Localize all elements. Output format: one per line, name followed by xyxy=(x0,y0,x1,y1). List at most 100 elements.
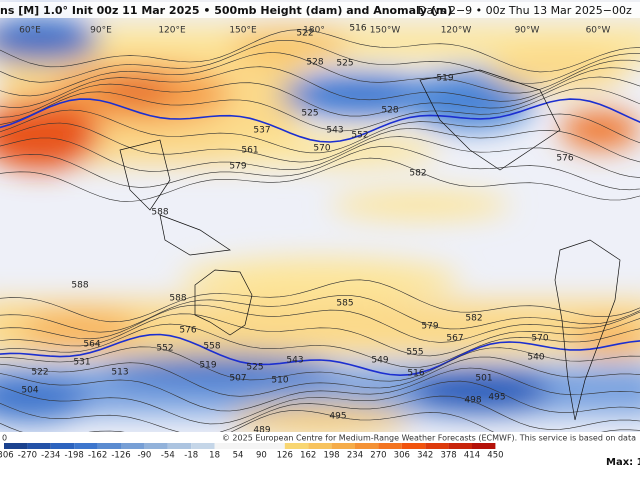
longitude-label: 120°W xyxy=(441,26,472,36)
colorbar-cell xyxy=(261,443,285,449)
max-label: Max: 1 xyxy=(606,457,640,468)
contour-label: 516 xyxy=(349,24,366,34)
colorbar-tick-label: -54 xyxy=(161,451,175,461)
contour-line xyxy=(0,295,640,333)
contour-labels: 522 516 528 525 519 528 525 543 552 537 561 570 579 5… xyxy=(21,24,573,436)
contour-label: 567 xyxy=(446,334,463,344)
contour-label: 528 xyxy=(306,58,323,68)
contour-line xyxy=(0,40,640,84)
contour-line xyxy=(0,323,640,368)
colorbar: -306 -270 -234 -198 -162 -126 -90 -54 -18 18 54 90 1… xyxy=(0,443,504,461)
contour-label: 519 xyxy=(199,361,216,371)
colorbar-tick-label: 306 xyxy=(394,451,410,461)
contour-label: 576 xyxy=(179,326,196,336)
contour-label: 489 xyxy=(253,426,270,436)
contour-line xyxy=(0,66,640,108)
colorbar-cell xyxy=(401,443,426,449)
contour-label: 516 xyxy=(407,369,424,379)
longitude-label: 150°E xyxy=(229,26,257,36)
colorbar-tick-label: -162 xyxy=(88,451,107,461)
contour-line xyxy=(0,346,640,382)
contour-label: 561 xyxy=(241,146,258,156)
copyright: © 2025 European Centre for Medium-Range … xyxy=(222,434,636,443)
contour-label: 543 xyxy=(326,126,343,136)
contour-label: 519 xyxy=(436,74,453,84)
colorbar-cell xyxy=(378,443,402,449)
contour-label: 543 xyxy=(286,356,303,366)
contour-line xyxy=(0,136,640,178)
colorbar-cell xyxy=(4,443,28,449)
contour-label: 588 xyxy=(169,294,186,304)
highlight-contour xyxy=(0,333,640,377)
colorbar-cell xyxy=(97,443,121,449)
colorbar-cell xyxy=(74,443,98,449)
contour-label: 570 xyxy=(531,334,548,344)
coastlines xyxy=(119,69,621,421)
contour-label: 552 xyxy=(351,131,368,141)
contour-line xyxy=(0,157,640,202)
longitude-labels: 60°E 90°E 120°E 150°E 180° 150°W 120°W 90°W 60°W xyxy=(19,26,610,36)
colorbar-tick-label: 18 xyxy=(209,451,220,461)
contour-line xyxy=(0,356,640,397)
contour-label: 570 xyxy=(313,144,330,154)
contour-line xyxy=(0,395,640,432)
colorbar-cell xyxy=(238,443,262,449)
contour-label: 540 xyxy=(527,353,544,363)
contour-line xyxy=(0,146,640,191)
contour-label: 552 xyxy=(156,344,173,354)
contour-label: 549 xyxy=(371,356,388,366)
longitude-label: 120°E xyxy=(158,26,186,36)
contour-line xyxy=(0,87,640,132)
contour-label: 582 xyxy=(465,314,482,324)
contour-label: 564 xyxy=(83,340,100,350)
contour-line xyxy=(0,109,640,154)
contour-label: 537 xyxy=(253,126,270,136)
contour-line xyxy=(0,304,640,343)
colorbar-cell xyxy=(191,443,215,449)
colorbar-tick-label: -270 xyxy=(18,451,37,461)
header-bar xyxy=(0,2,640,18)
contour-line xyxy=(0,52,640,97)
colorbar-cell xyxy=(472,443,496,449)
colorbar-cell xyxy=(27,443,51,449)
highlight-contour xyxy=(0,98,640,143)
contour-label: 507 xyxy=(229,374,246,384)
colorbar-cell xyxy=(121,443,145,449)
contour-label: 531 xyxy=(73,358,90,368)
longitude-label: 90°W xyxy=(515,26,540,36)
contour-label: 576 xyxy=(556,154,573,164)
contour-label: 579 xyxy=(421,322,438,332)
contour-label: 501 xyxy=(475,374,492,384)
contour-label: 525 xyxy=(246,363,263,373)
contour-label: 558 xyxy=(203,342,220,352)
colorbar-tick-label: 414 xyxy=(464,451,480,461)
colorbar-cell xyxy=(214,443,238,449)
contour-line xyxy=(0,367,640,412)
contour-label: 510 xyxy=(271,376,288,386)
contour-label: 495 xyxy=(488,393,505,403)
colorbar-tick-label: 270 xyxy=(370,451,386,461)
longitude-label: 180° xyxy=(303,26,325,36)
contour-label: 498 xyxy=(464,396,481,406)
contour-line xyxy=(0,76,640,118)
colorbar-tick-label: -234 xyxy=(41,451,60,461)
colorbar-tick-label: 450 xyxy=(487,451,503,461)
colorbar-tick-label: -126 xyxy=(111,451,130,461)
contour-label: 582 xyxy=(409,169,426,179)
contour-label: 495 xyxy=(329,412,346,422)
colorbar-tick-label: 342 xyxy=(417,451,433,461)
contour-label: 585 xyxy=(336,299,353,309)
colorbar-cell xyxy=(50,443,75,449)
colorbar-cell xyxy=(425,443,449,449)
colorbar-cell xyxy=(167,443,192,449)
longitude-label: 60°W xyxy=(586,26,611,36)
header-title: ns [M] 1.0° Init 00z 11 Mar 2025 • 500mb… xyxy=(0,4,452,17)
contour-label: 522 xyxy=(31,368,48,378)
contour-label: 579 xyxy=(229,162,246,172)
longitude-label: 150°W xyxy=(370,26,401,36)
colorbar-cell xyxy=(144,443,168,449)
colorbar-tick-label: 90 xyxy=(256,451,267,461)
contour-label: 588 xyxy=(71,281,88,291)
contour-label: 528 xyxy=(381,106,398,116)
